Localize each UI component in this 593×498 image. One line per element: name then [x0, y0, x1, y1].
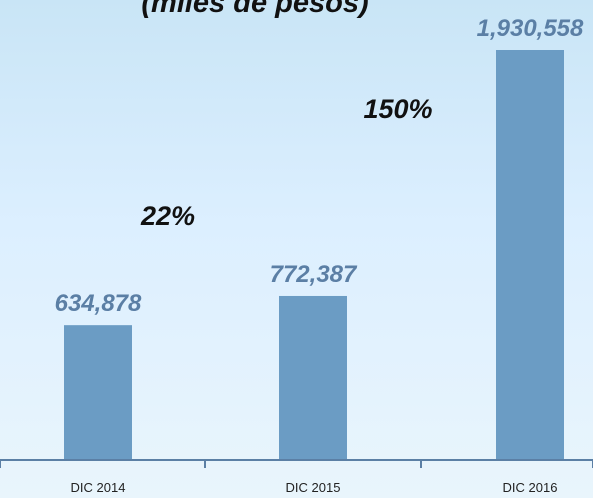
- growth-annotation-2016: 150%: [363, 94, 432, 124]
- bar-dic-2016: [496, 50, 564, 460]
- value-label-dic-2015: 772,387: [270, 261, 358, 288]
- x-tick-labels: DIC 2014 DIC 2015 DIC 2016: [71, 480, 558, 495]
- bar-dic-2015: [279, 295, 347, 460]
- chart-subtitle: (miles de pesos): [141, 0, 368, 19]
- value-label-dic-2014: 634,878: [55, 290, 142, 317]
- bar-dic-2014: [64, 325, 132, 460]
- growth-annotation-2015: 22%: [140, 201, 195, 231]
- x-tick-label-dic-2014: DIC 2014: [71, 480, 126, 495]
- value-label-dic-2016: 1,930,558: [477, 15, 584, 42]
- x-tick-label-dic-2016: DIC 2016: [503, 480, 558, 495]
- bars: [64, 50, 564, 460]
- value-labels: 634,878 772,387 1,930,558: [55, 15, 584, 317]
- axis-ticks: [0, 460, 593, 468]
- x-tick-label-dic-2015: DIC 2015: [286, 480, 341, 495]
